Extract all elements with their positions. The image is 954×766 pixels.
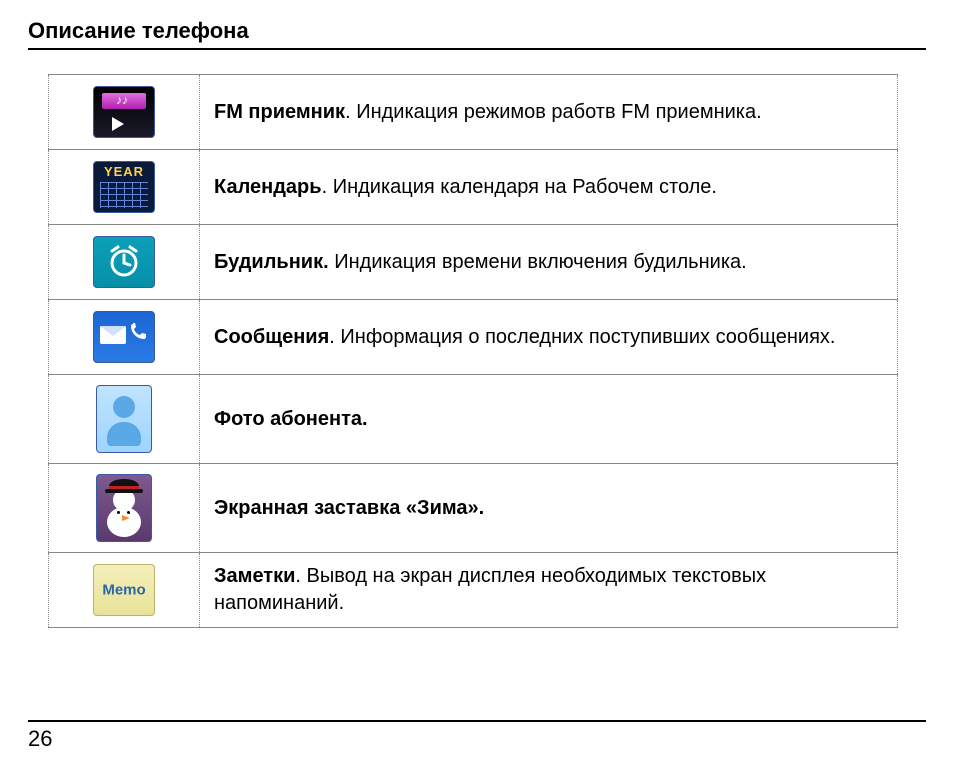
row-text: Будильник. Индикация времени включения б… <box>200 225 898 300</box>
table-row: Memo Заметки. Вывод на экран дисплея нео… <box>49 553 898 628</box>
table-row: Будильник. Индикация времени включения б… <box>49 225 898 300</box>
messages-icon <box>93 311 155 363</box>
row-text: Заметки. Вывод на экран дисплея необходи… <box>200 553 898 628</box>
table-row: Фото абонента. <box>49 375 898 464</box>
page-title: Описание телефона <box>28 18 926 50</box>
alarm-icon <box>93 236 155 288</box>
row-text: Сообщения. Информация о последних поступ… <box>200 300 898 375</box>
snowman-icon <box>96 474 152 542</box>
row-text: Календарь. Индикация календаря на Рабоче… <box>200 150 898 225</box>
features-table: ♪♪ FM приемник. Индикация режимов работв… <box>48 74 898 628</box>
row-text: Фото абонента. <box>200 375 898 464</box>
table-row: ♪♪ FM приемник. Индикация режимов работв… <box>49 75 898 150</box>
table-row: Сообщения. Информация о последних поступ… <box>49 300 898 375</box>
row-text: Экранная заставка «Зима». <box>200 464 898 553</box>
table-row: YEAR Календарь. Индикация календаря на Р… <box>49 150 898 225</box>
page-number: 26 <box>28 720 926 752</box>
table-row: Экранная заставка «Зима». <box>49 464 898 553</box>
calendar-icon: YEAR <box>93 161 155 213</box>
memo-icon: Memo <box>93 564 155 616</box>
fm-icon: ♪♪ <box>93 86 155 138</box>
contact-photo-icon <box>96 385 152 453</box>
row-text: FM приемник. Индикация режимов работв FM… <box>200 75 898 150</box>
